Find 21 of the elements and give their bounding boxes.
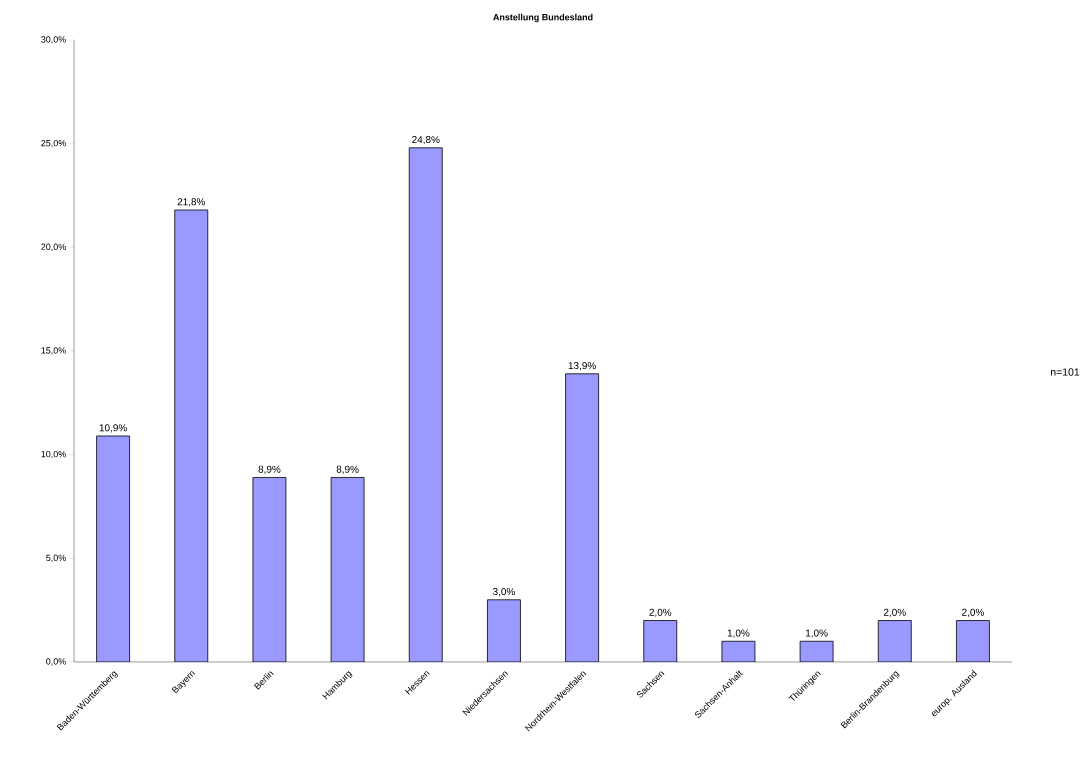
y-tick-label: 25,0% [41,139,66,148]
y-tick-label: 30,0% [41,36,66,44]
y-tick-label: 10,0% [41,450,66,459]
data-label: 8,9% [258,465,281,474]
chart-title: Anstellung Bundesland [493,13,593,23]
data-label: 1,0% [806,629,828,638]
y-tick-label: 5,0% [46,554,66,563]
data-label: 2,0% [962,608,984,618]
data-label: 13,9% [568,362,596,371]
data-label: 24,8% [412,136,440,145]
text: n=101 [1051,368,1080,376]
data-label: 21,8% [177,198,206,207]
data-label: 8,9% [336,465,359,474]
y-tick-label: 20,0% [41,243,66,252]
data-label: 3,0% [492,588,515,597]
data-label: 2,0% [883,608,906,618]
y-tick-label: 0,0% [46,658,66,666]
data-label: 10,9% [99,424,127,433]
data-label: 2,0% [649,608,672,618]
data-label: 1,0% [727,629,750,638]
y-tick-label: 15,0% [41,347,66,355]
